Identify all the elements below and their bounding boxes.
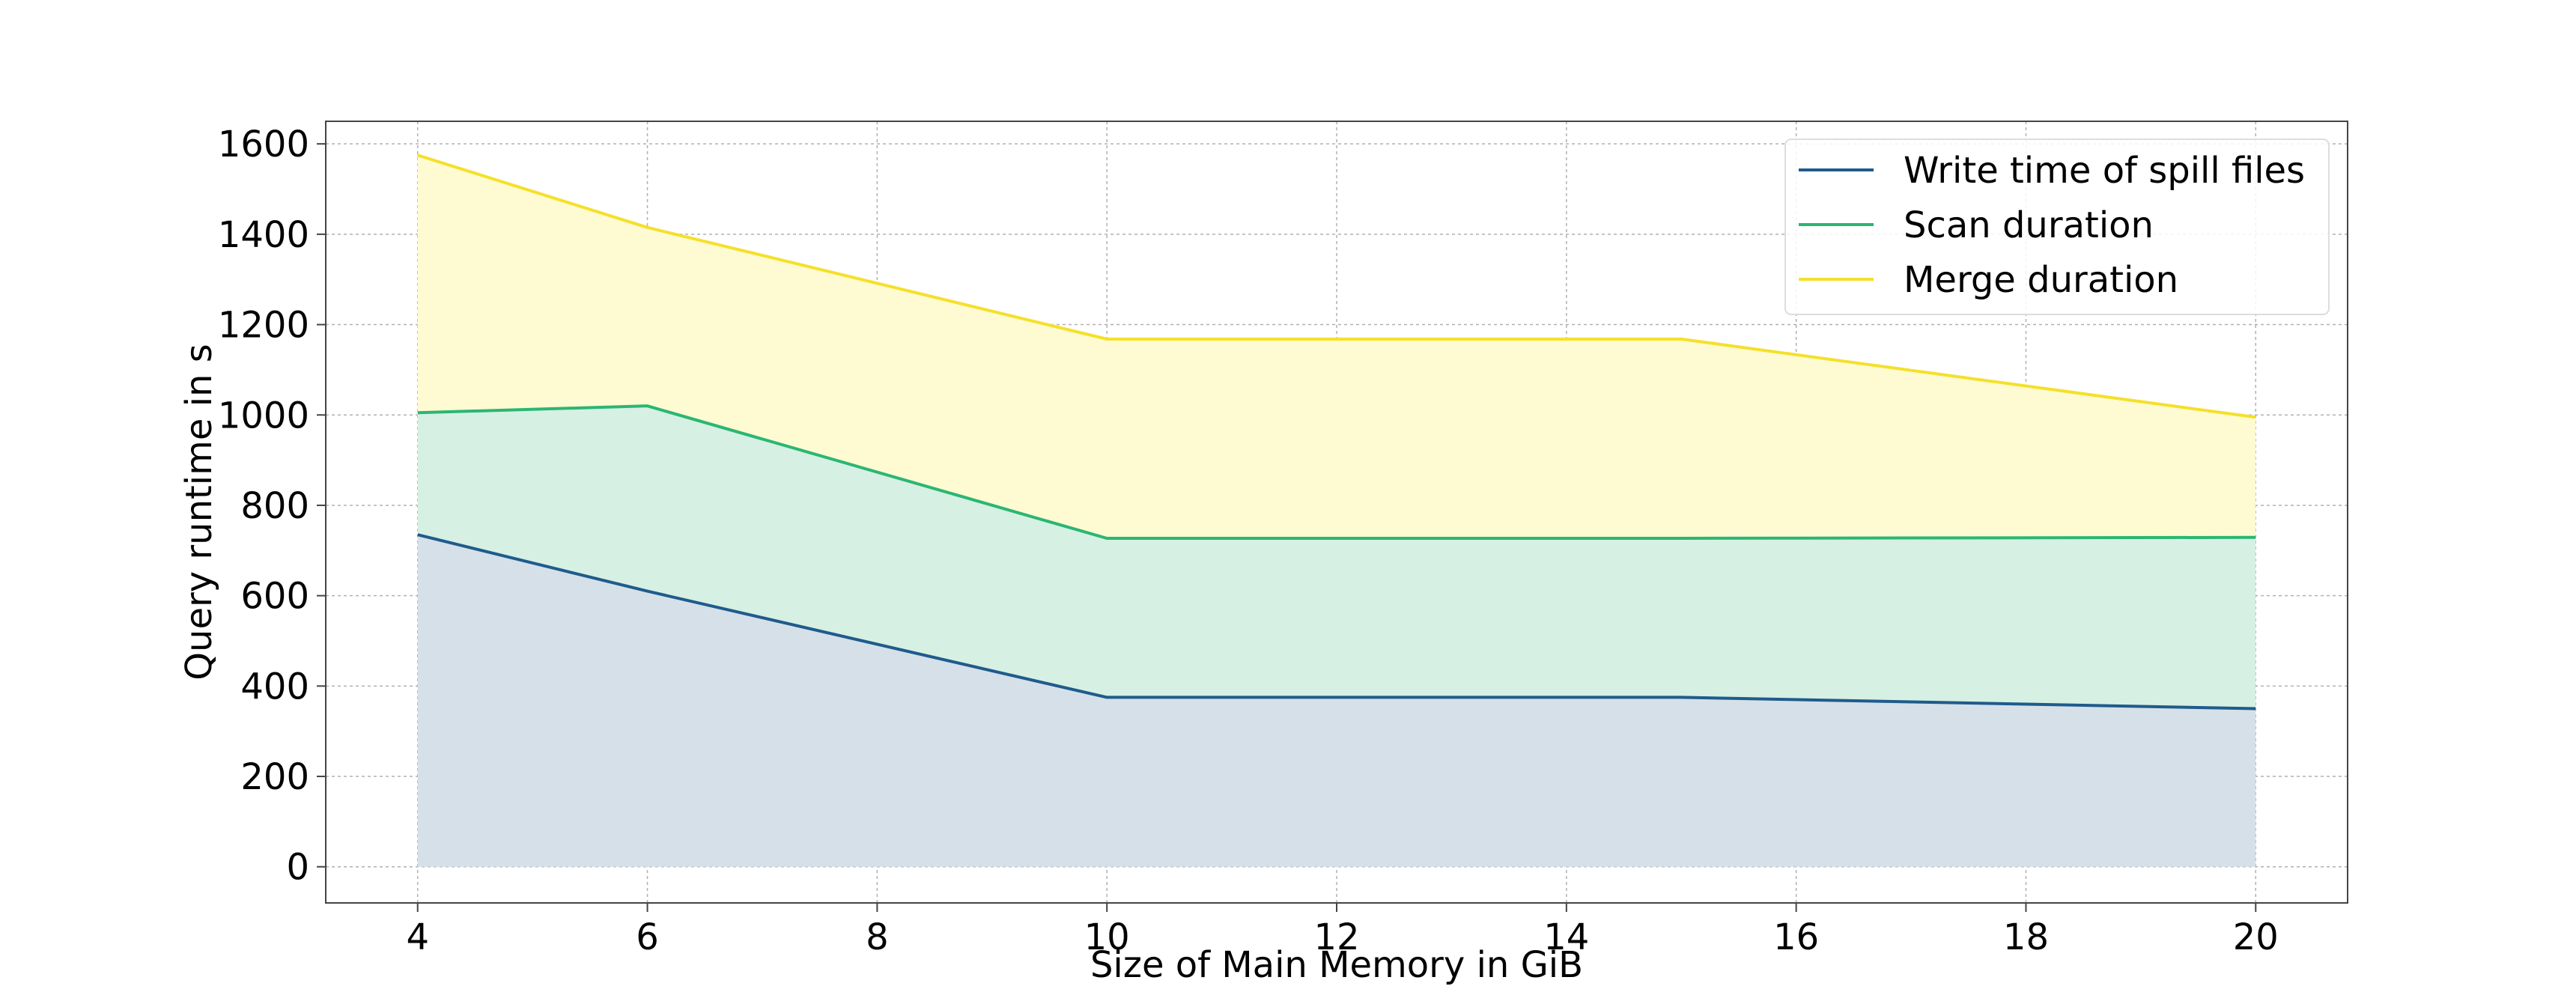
area-write-time-of-spill-files (417, 535, 2256, 867)
legend-label: Merge duration (1904, 259, 2178, 301)
y-tick-label: 1600 (218, 124, 309, 165)
y-tick-label: 0 (286, 847, 309, 889)
x-tick-label: 18 (2003, 916, 2049, 958)
x-tick-label: 10 (1084, 916, 1130, 958)
legend-label: Write time of spill files (1904, 150, 2305, 192)
line-scan-duration (417, 404, 2256, 541)
x-tick-label: 20 (2233, 916, 2279, 958)
x-tick-label: 6 (636, 916, 659, 958)
x-tick-label: 16 (1773, 916, 1819, 958)
y-tick-label: 1000 (218, 395, 309, 436)
legend: Write time of spill files Scan duration Me… (1784, 139, 2330, 315)
y-tick-label: 1200 (218, 305, 309, 347)
y-tick-label: 200 (240, 756, 309, 798)
y-tick-label: 400 (240, 666, 309, 708)
y-tick-label: 1400 (218, 214, 309, 256)
y-axis-label: Query runtime in s (178, 344, 220, 680)
x-tick-label: 4 (406, 916, 429, 958)
legend-box (1784, 139, 2330, 315)
x-axis-label: Size of Main Memory in GiB (1090, 944, 1583, 986)
y-axis-ticks: 0 200 400 600 800 1000 1200 1400 1600 (218, 124, 326, 889)
line-write-time-of-spill-files (417, 533, 2256, 711)
x-tick-label: 12 (1313, 916, 1359, 958)
area-merge-duration (417, 155, 2256, 539)
y-tick-label: 600 (240, 576, 309, 618)
series-lines (417, 153, 2256, 711)
legend-label: Scan duration (1904, 204, 2154, 246)
x-axis-ticks: 4 6 8 10 12 14 16 18 20 (406, 903, 2279, 958)
x-tick-label: 8 (866, 916, 889, 958)
x-tick-label: 14 (1543, 916, 1589, 958)
area-fills (417, 155, 2256, 867)
area-scan-duration (417, 406, 2256, 709)
y-tick-label: 800 (240, 485, 309, 527)
line-merge-duration (417, 153, 2256, 419)
